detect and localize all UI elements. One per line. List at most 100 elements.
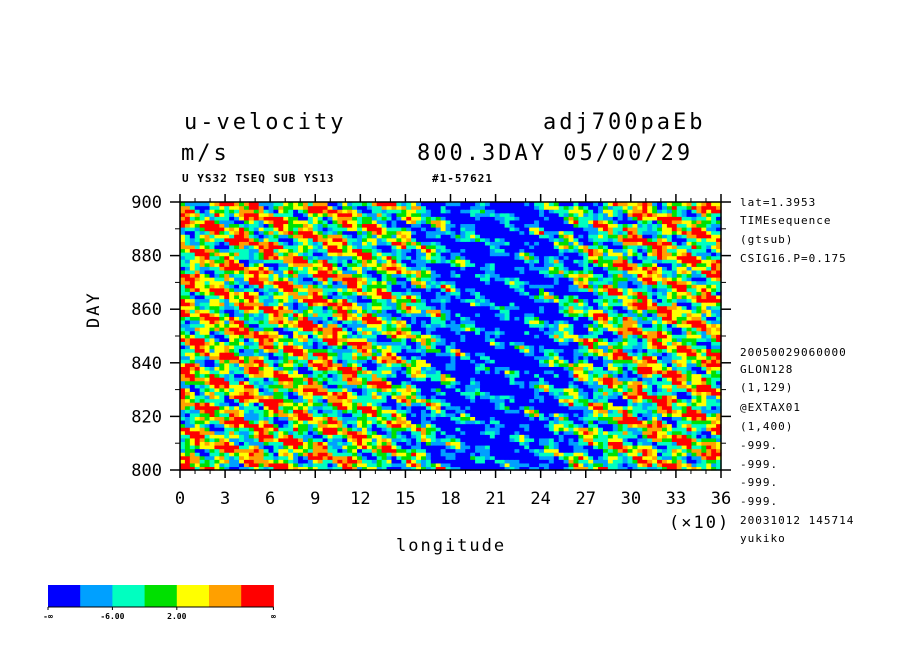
heatmap-cell	[209, 377, 216, 382]
heatmap-cell	[401, 352, 407, 357]
heatmap-cell	[489, 380, 496, 385]
heatmap-cell	[494, 309, 501, 314]
heatmap-cell	[435, 352, 442, 357]
heatmap-cell	[671, 362, 678, 367]
heatmap-cell	[553, 448, 560, 453]
heatmap-cell	[627, 459, 634, 464]
heatmap-cell	[184, 405, 191, 410]
heatmap-cell	[480, 466, 486, 471]
heatmap-cell	[647, 323, 653, 328]
heatmap-cell	[445, 402, 452, 407]
heatmap-cell	[184, 362, 191, 367]
heatmap-cell	[347, 344, 353, 350]
heatmap-cell	[460, 437, 466, 443]
heatmap-cell	[406, 323, 412, 328]
heatmap-cell	[475, 394, 481, 400]
heatmap-cell	[204, 359, 211, 364]
heatmap-cell	[416, 384, 422, 389]
heatmap-cell	[657, 348, 663, 353]
heatmap-cell	[548, 466, 555, 471]
heatmap-cell	[327, 444, 334, 450]
heatmap-cell	[209, 366, 216, 371]
heatmap-cell	[307, 330, 314, 335]
heatmap-cell	[288, 448, 294, 453]
heatmap-cell	[248, 344, 255, 350]
heatmap-cell	[219, 337, 225, 342]
heatmap-cell	[455, 437, 461, 443]
heatmap-cell	[681, 359, 688, 364]
heatmap-cell	[347, 462, 353, 468]
heatmap-cell	[489, 462, 496, 468]
heatmap-cell	[652, 398, 658, 403]
heatmap-cell	[573, 327, 579, 332]
heatmap-cell	[657, 330, 663, 335]
heatmap-cell	[484, 355, 491, 360]
heatmap-cell	[598, 384, 604, 389]
heatmap-cell	[293, 391, 299, 396]
heatmap-cell	[661, 423, 668, 428]
heatmap-cell	[425, 459, 432, 464]
heatmap-cell	[558, 416, 565, 421]
heatmap-cell	[681, 319, 688, 325]
heatmap-cell	[716, 416, 722, 421]
heatmap-cell	[224, 416, 230, 421]
heatmap-cell	[298, 334, 304, 339]
heatmap-cell	[352, 466, 358, 471]
heatmap-cell	[509, 448, 516, 453]
heatmap-cell	[357, 391, 363, 396]
heatmap-cell	[602, 337, 609, 342]
heatmap-cell	[470, 427, 476, 432]
heatmap-cell	[376, 341, 383, 346]
heatmap-cell	[180, 398, 186, 403]
heatmap-cell	[519, 398, 525, 403]
heatmap-cell	[519, 323, 525, 328]
heatmap-cell	[553, 341, 560, 346]
heatmap-cell	[553, 398, 560, 403]
heatmap-cell	[524, 312, 530, 317]
heatmap-cell	[671, 323, 678, 328]
heatmap-cell	[219, 373, 225, 378]
heatmap-cell	[391, 412, 397, 417]
heatmap-cell	[553, 323, 560, 328]
heatmap-cell	[396, 337, 402, 342]
heatmap-cell	[361, 369, 368, 375]
heatmap-cell	[298, 448, 304, 453]
heatmap-cell	[243, 323, 250, 328]
heatmap-cell	[430, 352, 437, 357]
heatmap-cell	[317, 334, 324, 339]
heatmap-cell	[406, 455, 412, 460]
heatmap-cell	[248, 391, 255, 396]
heatmap-cell	[278, 441, 284, 446]
heatmap-cell	[489, 412, 496, 417]
heatmap-cell	[588, 444, 594, 450]
heatmap-cell	[450, 441, 457, 446]
heatmap-cell	[558, 409, 565, 414]
heatmap-cell	[578, 341, 584, 346]
heatmap-cell	[563, 409, 570, 414]
heatmap-cell	[563, 323, 570, 328]
heatmap-cell	[701, 402, 707, 407]
heatmap-cell	[450, 341, 457, 346]
heatmap-cell	[342, 309, 348, 314]
heatmap-cell	[509, 462, 516, 468]
heatmap-cell	[396, 437, 402, 443]
heatmap-cell	[573, 384, 579, 389]
heatmap-cell	[484, 309, 491, 314]
heatmap-cell	[470, 409, 476, 414]
heatmap-cell	[298, 337, 304, 342]
heatmap-cell	[539, 398, 545, 403]
heatmap-cell	[534, 412, 540, 417]
heatmap-cell	[283, 373, 289, 378]
heatmap-cell	[357, 377, 363, 382]
heatmap-cell	[189, 444, 196, 450]
heatmap-cell	[504, 316, 511, 321]
heatmap-cell	[317, 337, 324, 342]
heatmap-cell	[352, 334, 358, 339]
heatmap-cell	[553, 359, 560, 364]
heatmap-cell	[465, 348, 471, 353]
heatmap-cell	[588, 452, 594, 457]
heatmap-cell	[563, 412, 570, 417]
heatmap-cell	[583, 423, 589, 428]
heatmap-cell	[425, 437, 432, 443]
heatmap-cell	[553, 327, 560, 332]
